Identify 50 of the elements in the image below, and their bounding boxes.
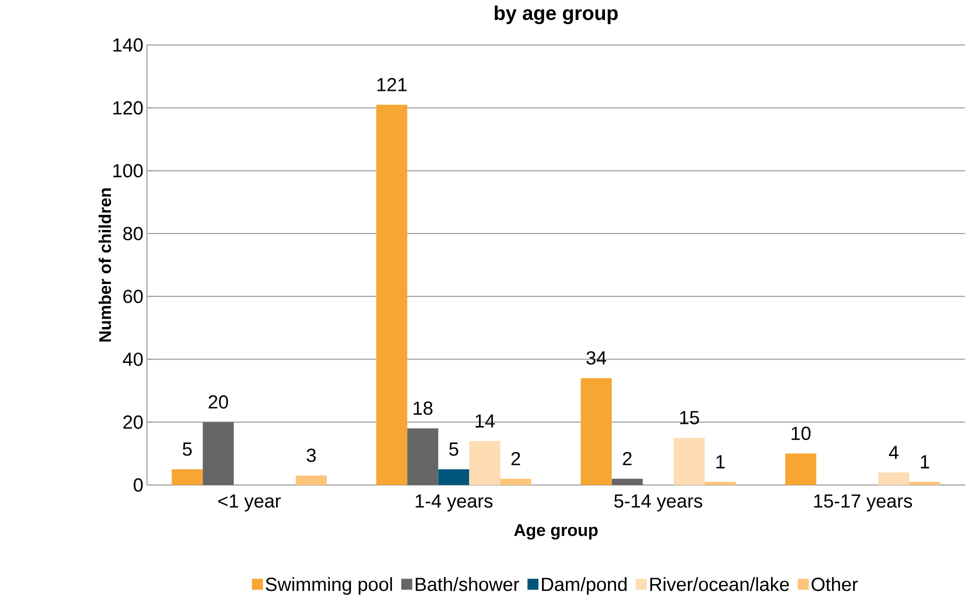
bar xyxy=(878,472,910,485)
y-tick-label: 40 xyxy=(122,352,143,366)
legend-label: River/ocean/lake xyxy=(650,577,789,592)
x-tick-label: <1 year xyxy=(218,494,281,512)
bar xyxy=(785,454,816,485)
data-label: 5 xyxy=(449,442,458,456)
bar xyxy=(612,478,643,485)
legend-label: Other xyxy=(812,577,858,592)
data-label: 5 xyxy=(182,442,192,456)
data-label: 14 xyxy=(476,414,495,428)
y-tick-label: 120 xyxy=(113,101,143,115)
data-label: 1 xyxy=(920,455,930,468)
bar xyxy=(202,422,234,485)
bar xyxy=(909,482,940,485)
data-label: 3 xyxy=(306,448,316,462)
bar xyxy=(500,478,532,485)
bar xyxy=(407,428,438,485)
bar xyxy=(469,440,500,485)
y-tick-label: 20 xyxy=(123,415,143,429)
y-tick-label: 140 xyxy=(113,38,143,52)
bar xyxy=(704,482,736,485)
data-label: 34 xyxy=(586,351,606,365)
data-label: 2 xyxy=(622,452,632,466)
y-axis-title: Number of children xyxy=(98,188,112,342)
x-axis-title: Age group xyxy=(514,524,598,540)
x-tick-label: 15-17 years xyxy=(814,494,912,512)
data-label: 10 xyxy=(792,426,811,440)
legend-label: Swimming pool xyxy=(266,577,392,595)
y-tick-label: 0 xyxy=(134,478,143,492)
data-label: 15 xyxy=(680,411,699,424)
bar xyxy=(172,469,203,485)
legend-label: Dam/pond xyxy=(542,577,627,595)
bar xyxy=(296,476,327,485)
data-label: 121 xyxy=(377,78,407,92)
bar xyxy=(674,438,705,485)
y-tick-label: 80 xyxy=(123,226,143,240)
bar xyxy=(580,378,612,485)
bar xyxy=(376,104,408,485)
y-tick-label: 100 xyxy=(113,164,143,178)
data-label: 2 xyxy=(511,452,520,466)
data-label: 1 xyxy=(716,455,725,468)
data-label: 4 xyxy=(888,446,898,459)
data-label: 18 xyxy=(414,401,432,415)
y-tick-label: 60 xyxy=(123,290,143,304)
legend-label: Bath/shower xyxy=(416,577,520,592)
bar xyxy=(438,469,470,485)
x-tick-label: 5-14 years xyxy=(614,494,702,512)
data-label: 20 xyxy=(208,395,228,409)
x-tick-label: 1-4 years xyxy=(416,494,492,512)
chart-title: by age group xyxy=(494,6,618,24)
